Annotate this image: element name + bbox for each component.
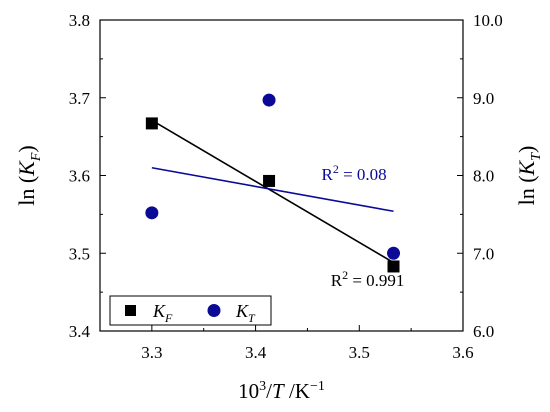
legend: KF KT [109,295,272,326]
y-right-tick-label: 9.0 [473,89,494,108]
series-kt-point [262,93,276,107]
series-kt-annotation: R2 = 0.08 [322,162,387,184]
x-axis-label-unit-sup: −1 [310,379,325,394]
y-left-tick-label: 3.5 [69,244,90,263]
series-kt-annotation-prefix: R [322,165,334,184]
x-axis-label-unit: /K [284,379,310,403]
y-left-axis-label-prefix: ln ( [14,176,39,206]
y-right-axis-label: ln (KT) [514,146,544,206]
x-axis-label-slash: / [266,379,272,403]
y-left-tick-label: 3.6 [69,167,90,186]
y-right-tick-label: 10.0 [473,11,503,30]
series-kf-annotation-sup: 2 [342,268,348,282]
series-kf-point [263,174,276,187]
series-kt-point [145,206,159,220]
series-kf-point [387,260,400,273]
x-tick-label: 3.5 [349,343,370,362]
y-right-tick-label: 8.0 [473,167,494,186]
series-kt-annotation-value: = 0.08 [339,165,387,184]
legend-box [109,295,272,326]
series-kt-point [387,246,401,260]
y-left-axis-label-suffix: ) [14,145,39,152]
legend-kf-label: KF [152,301,173,325]
y-right-axis-label-var: K [514,159,539,176]
x-tick-label: 3.6 [452,343,473,362]
x-axis-label-var: T [272,379,285,403]
series-kf-fit-line [151,119,394,264]
series-kf-annotation: R2 = 0.991 [331,268,405,290]
series-kt-fit-line [151,166,394,213]
series-kf-annotation-value: = 0.991 [348,271,404,290]
legend-kf-label-var: K [152,301,166,321]
x-tick-label: 3.4 [245,343,267,362]
y-right-axis-label-sub: T [529,152,544,161]
legend-kf-label-sub: F [164,311,173,325]
legend-kf-marker [125,305,136,316]
legend-kt-marker [207,304,221,317]
x-tick-label: 3.3 [141,343,162,362]
y-right-axis-label-suffix: ) [514,146,539,153]
plot-frame [99,19,464,332]
y-right-tick-label: 6.0 [473,322,494,341]
legend-kt-label-var: K [235,301,249,321]
y-left-axis-label: ln (KF) [14,145,44,206]
x-axis-label-sup: 3 [259,379,266,394]
x-axis-label: 103/T /K−1 [238,379,325,403]
y-right-tick-label: 7.0 [473,244,494,263]
series-kt-annotation-sup: 2 [333,162,339,176]
legend-kt-label-sub: T [248,311,256,325]
series-kf-point [145,117,158,130]
y-left-axis-label-sub: F [29,152,44,162]
x-axis-label-base: 10 [238,379,259,403]
y-left-axis-label-var: K [14,160,39,177]
y-left-tick-label: 3.4 [69,322,91,341]
legend-kt-label: KT [235,301,256,325]
y-right-axis-label-prefix: ln ( [514,175,539,205]
y-left-tick-label: 3.7 [69,89,91,108]
series-kf-annotation-prefix: R [331,271,343,290]
y-left-tick-label: 3.8 [69,11,90,30]
